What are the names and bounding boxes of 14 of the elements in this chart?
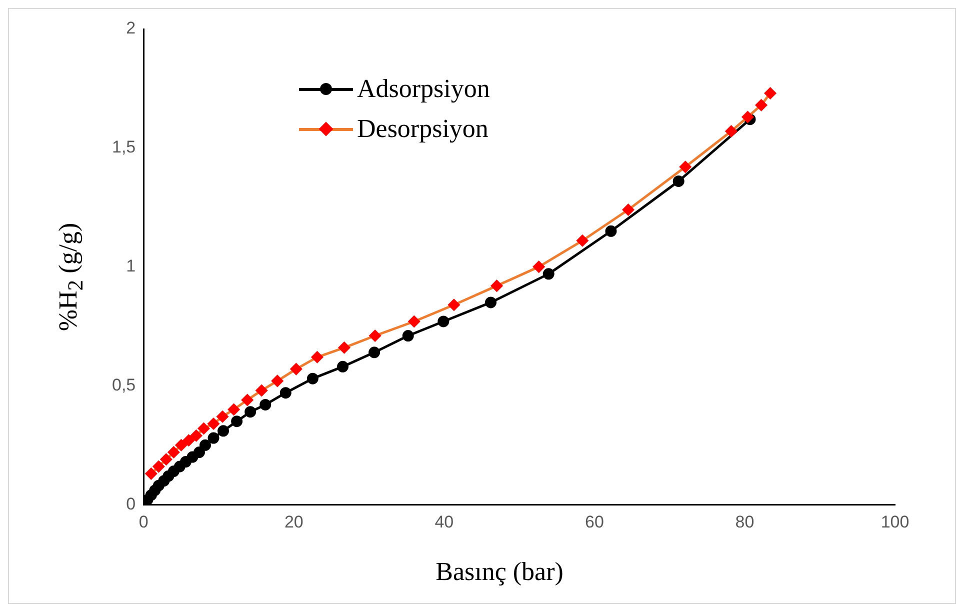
x-tick-label: 0 (138, 512, 148, 532)
x-tick-label: 80 (735, 512, 754, 532)
y-tick-label: 0 (126, 494, 136, 514)
y-tick-label: 1,5 (112, 138, 136, 157)
x-tick-label: 60 (584, 512, 604, 532)
y-tick-label: 1 (126, 256, 136, 276)
y-tick-label: 0,5 (112, 375, 136, 394)
legend-label: Adsorpsiyon (357, 73, 490, 105)
legend-label: Desorpsiyon (357, 113, 488, 145)
x-tick-label: 20 (284, 512, 304, 532)
x-tick-label: 40 (434, 512, 454, 532)
x-tick-label: 100 (880, 512, 910, 532)
x-axis-title: Basınç (bar) (434, 557, 564, 587)
y-tick-label: 2 (126, 18, 136, 38)
